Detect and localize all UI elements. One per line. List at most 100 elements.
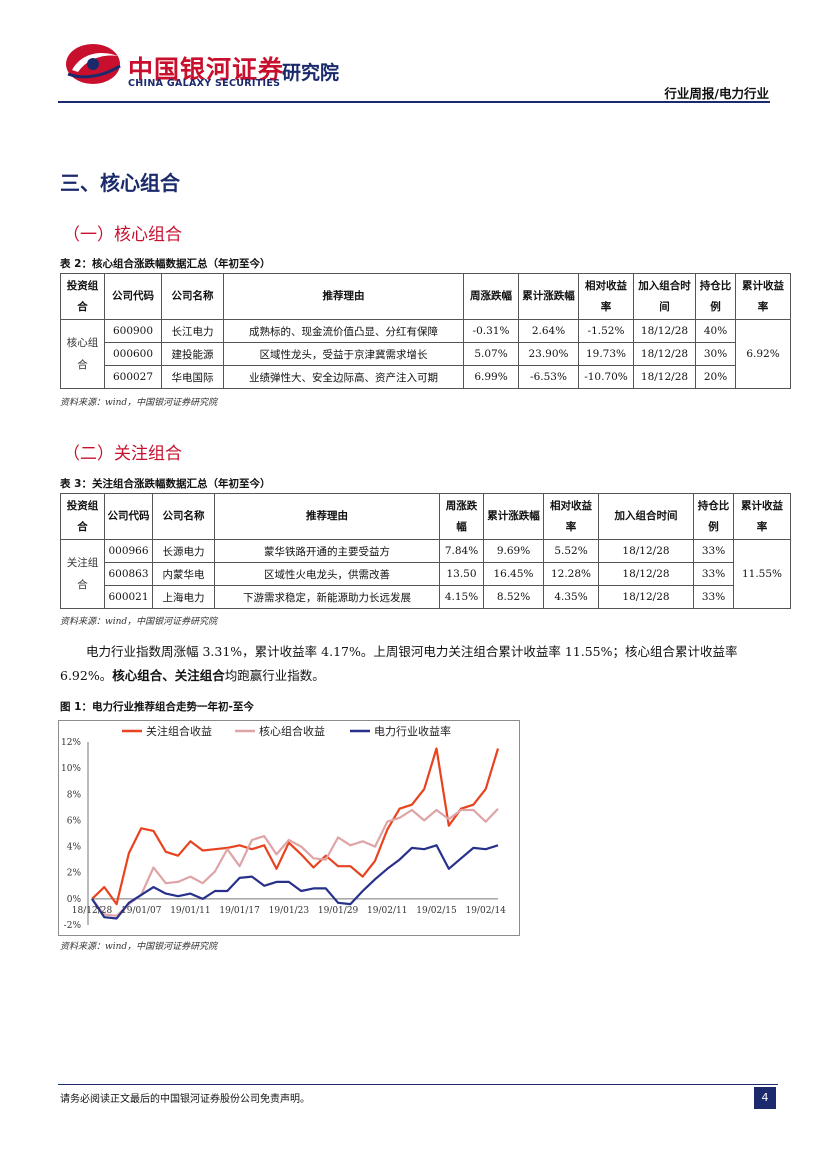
- name-cell: 长江电力: [161, 319, 224, 343]
- y-tick-label: 2%: [67, 869, 82, 879]
- reason-cell: 蒙华铁路开通的主要受益方: [214, 539, 440, 563]
- week-cell: 7.84%: [439, 539, 484, 563]
- x-tick-label: 19/01/17: [219, 906, 260, 916]
- series-line-1: [91, 747, 500, 906]
- name-cell: 长源电力: [152, 539, 215, 563]
- core-portfolio-table: 投资组合 公司代码 公司名称 推荐理由 周涨跌幅 累计涨跌幅 相对收益率 加入组…: [60, 273, 791, 389]
- header-rule: [58, 101, 770, 103]
- cumulative-return-cell: 11.55%: [733, 539, 791, 609]
- cum-cell: 23.90%: [518, 342, 579, 366]
- page-number: 4: [754, 1087, 776, 1109]
- name-cell: 内蒙华电: [152, 562, 215, 586]
- legend-label: 核心组合收益: [259, 724, 325, 738]
- weight-cell: 33%: [693, 539, 734, 563]
- weight-cell: 30%: [695, 342, 736, 366]
- footer-rule: [58, 1084, 778, 1085]
- footer-disclaimer: 请务必阅读正文最后的中国银河证券股份公司免责声明。: [60, 1094, 310, 1105]
- col-header: 投资组合: [60, 273, 105, 320]
- x-tick-label: 19/02/11: [367, 906, 407, 916]
- watch-portfolio-table: 投资组合 公司代码 公司名称 推荐理由 周涨跌幅 累计涨跌幅 相对收益率 加入组…: [60, 493, 791, 609]
- date-cell: 18/12/28: [598, 562, 694, 586]
- reason-cell: 业绩弹性大、安全边际高、资产注入可期: [223, 365, 464, 389]
- table-row: 核心组合 600900 长江电力 成熟标的、现金流价值凸显、分红有保障 -0.3…: [60, 319, 791, 389]
- y-tick-label: 4%: [67, 843, 82, 853]
- institute-name: 研究院: [282, 62, 340, 84]
- cum-cell: 9.69%: [483, 539, 544, 563]
- figure-source: 资料来源：wind，中国银河证券研究院: [60, 942, 218, 952]
- col-header: 累计收益率: [733, 493, 791, 540]
- code-cell: 000600: [104, 342, 162, 366]
- col-header: 持仓比例: [693, 493, 734, 540]
- subsection-watch-title: （二）关注组合: [63, 444, 182, 464]
- table2-caption: 表 2：核心组合涨跌幅数据汇总（年初至今）: [60, 258, 271, 270]
- col-header: 相对收益率: [578, 273, 634, 320]
- y-tick-label: 6%: [67, 816, 82, 826]
- rel-cell: 12.28%: [543, 562, 599, 586]
- paragraph-bold: 核心组合、关注组合: [112, 668, 225, 683]
- table-row: 关注组合 000966 长源电力 蒙华铁路开通的主要受益方 7.84% 9.69…: [60, 539, 791, 609]
- week-cell: -0.31%: [463, 319, 519, 343]
- reason-cell: 下游需求稳定，新能源助力长远发展: [214, 585, 440, 609]
- weight-cell: 33%: [693, 585, 734, 609]
- y-tick-label: 12%: [61, 738, 81, 748]
- table3-source: 资料来源：wind，中国银河证券研究院: [60, 617, 218, 627]
- rel-cell: -1.52%: [578, 319, 634, 343]
- series-line-2: [91, 807, 499, 917]
- col-header: 加入组合时间: [633, 273, 696, 320]
- weight-cell: 33%: [693, 562, 734, 586]
- rel-cell: -10.70%: [578, 365, 634, 389]
- col-header: 加入组合时间: [598, 493, 694, 540]
- x-tick-label: 19/01/07: [121, 906, 162, 916]
- week-cell: 6.99%: [463, 365, 519, 389]
- name-cell: 上海电力: [152, 585, 215, 609]
- series-line-3: [91, 844, 499, 920]
- table3-caption: 表 3：关注组合涨跌幅数据汇总（年初至今）: [60, 478, 271, 490]
- code-cell: 000966: [104, 539, 153, 563]
- x-tick-label: 19/02/14: [465, 906, 506, 916]
- cumulative-return-cell: 6.92%: [735, 319, 791, 389]
- weight-cell: 20%: [695, 365, 736, 389]
- paragraph-tail: 均跑赢行业指数。: [224, 668, 325, 683]
- col-header: 公司代码: [104, 493, 153, 540]
- date-cell: 18/12/28: [633, 365, 696, 389]
- y-tick-label: 8%: [67, 790, 82, 800]
- x-tick-label: 19/02/15: [416, 906, 457, 916]
- col-header: 周涨跌幅: [439, 493, 484, 540]
- x-tick-label: 18/12/28: [72, 906, 113, 916]
- rel-cell: 5.52%: [543, 539, 599, 563]
- table-row: 600027 华电国际 业绩弹性大、安全边际高、资产注入可期 6.99% -6.…: [61, 365, 791, 389]
- date-cell: 18/12/28: [598, 539, 694, 563]
- name-cell: 华电国际: [161, 365, 224, 389]
- summary-paragraph: 电力行业指数周涨幅 3.31%，累计收益率 4.17%。上周银河电力关注组合累计…: [60, 640, 780, 688]
- brand-name-en: CHINA GALAXY SECURITIES: [128, 78, 281, 89]
- code-cell: 600021: [104, 585, 153, 609]
- date-cell: 18/12/28: [633, 342, 696, 366]
- col-header: 推荐理由: [223, 273, 464, 320]
- rel-cell: 19.73%: [578, 342, 634, 366]
- y-tick-label: 0%: [67, 895, 82, 905]
- group-cell: 关注组合: [60, 539, 105, 609]
- col-header: 相对收益率: [543, 493, 599, 540]
- table-row: 600863 内蒙华电 区域性火电龙头，供需改善 13.50 16.45% 12…: [61, 562, 791, 586]
- table-row: 000600 建投能源 区域性龙头，受益于京津冀需求增长 5.07% 23.90…: [61, 342, 791, 366]
- report-type: 行业周报/电力行业: [664, 86, 769, 101]
- cum-cell: 16.45%: [483, 562, 544, 586]
- subsection-core-title: （一）核心组合: [63, 225, 182, 245]
- cum-cell: 8.52%: [483, 585, 544, 609]
- code-cell: 600900: [104, 319, 162, 343]
- section-title: 三、核心组合: [60, 171, 180, 195]
- reason-cell: 区域性龙头，受益于京津冀需求增长: [223, 342, 464, 366]
- week-cell: 5.07%: [463, 342, 519, 366]
- code-cell: 600863: [104, 562, 153, 586]
- cum-cell: 2.64%: [518, 319, 579, 343]
- x-tick-label: 19/01/29: [318, 906, 359, 916]
- date-cell: 18/12/28: [598, 585, 694, 609]
- col-header: 持仓比例: [695, 273, 736, 320]
- galaxy-logo-icon: [66, 44, 121, 84]
- page-header: 中国银河证券 CHINA GALAXY SECURITIES 研究院 行业周报/…: [0, 0, 827, 105]
- date-cell: 18/12/28: [633, 319, 696, 343]
- table2-source: 资料来源：wind，中国银河证券研究院: [60, 398, 218, 408]
- group-cell: 核心组合: [60, 319, 105, 389]
- rel-cell: 4.35%: [543, 585, 599, 609]
- cum-cell: -6.53%: [518, 365, 579, 389]
